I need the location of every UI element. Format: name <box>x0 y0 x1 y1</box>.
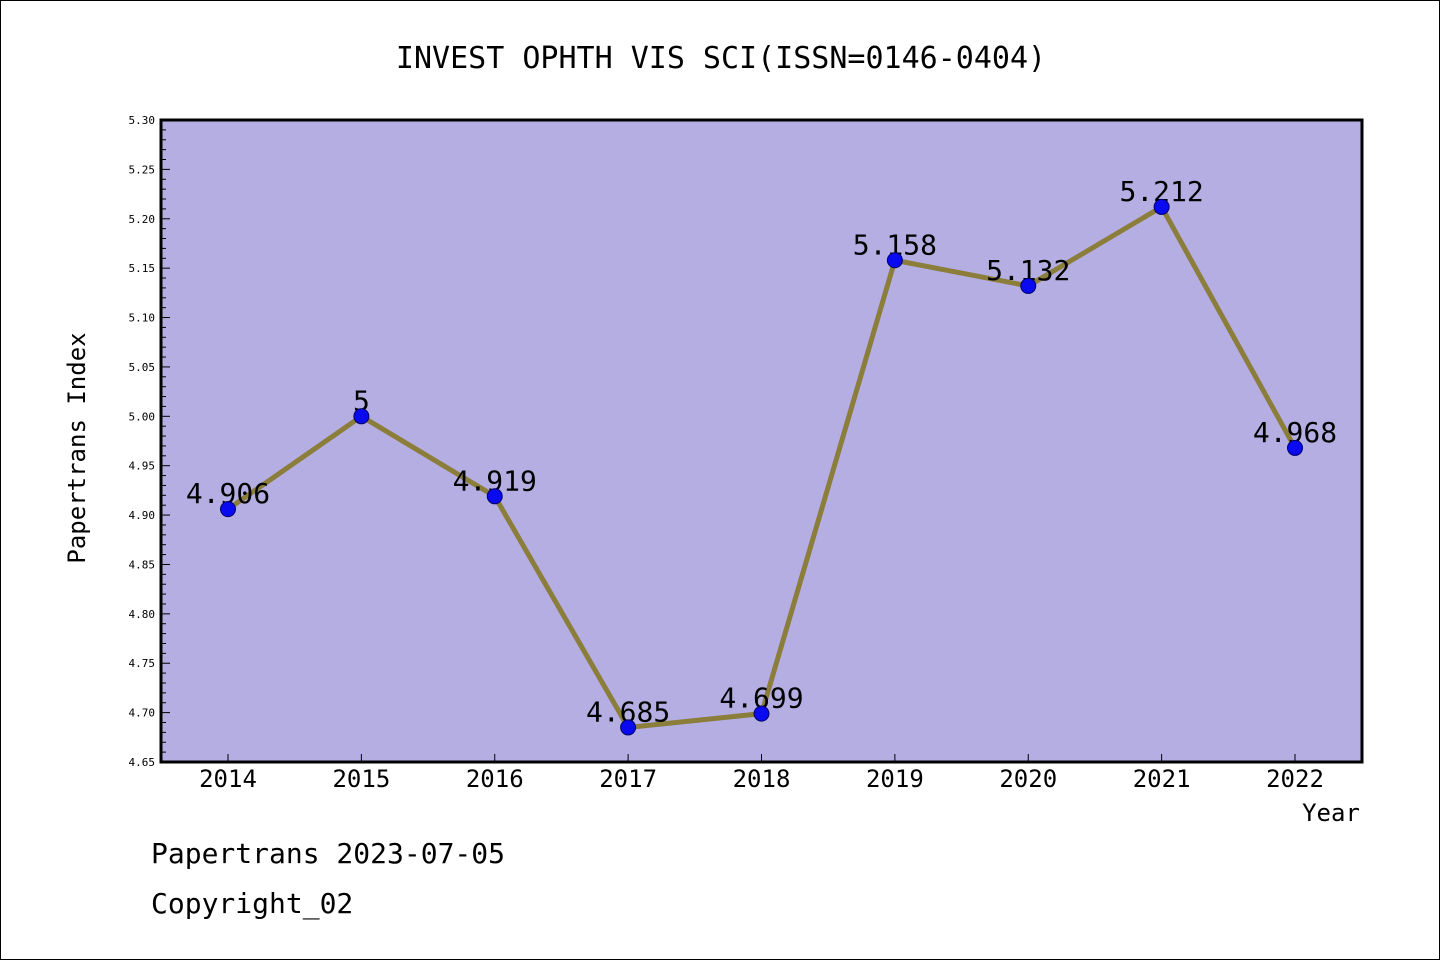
data-point <box>886 252 903 269</box>
x-tick-label: 2016 <box>466 765 524 793</box>
data-point <box>353 408 370 425</box>
y-axis-label: Papertrans Index <box>63 332 91 563</box>
y-tick-label: 4.80 <box>129 608 156 621</box>
y-tick-label: 4.75 <box>129 657 156 670</box>
y-tick-label: 5.20 <box>129 213 156 226</box>
x-tick-label: 2020 <box>999 765 1057 793</box>
y-tick-label: 4.85 <box>129 558 156 571</box>
data-point <box>620 719 637 736</box>
x-tick-label: 2015 <box>332 765 390 793</box>
plot-area <box>161 120 1362 762</box>
y-tick-label: 4.70 <box>129 707 156 720</box>
data-point <box>1153 198 1170 215</box>
data-point <box>753 705 770 722</box>
x-axis-label: Year <box>1302 799 1360 827</box>
y-tick-label: 5.25 <box>129 163 156 176</box>
y-tick-label: 5.30 <box>129 114 156 127</box>
y-tick-label: 5.15 <box>129 262 156 275</box>
plot-border <box>159 118 1364 764</box>
x-tick-label: 2021 <box>1133 765 1191 793</box>
y-tick-label: 5.05 <box>129 361 156 374</box>
y-tick-label: 5.00 <box>129 410 156 423</box>
chart-title: INVEST OPHTH VIS SCI(ISSN=0146-0404) <box>396 41 1046 76</box>
data-point <box>1287 439 1303 456</box>
x-tick-label: 2017 <box>599 765 657 793</box>
y-tick-label: 4.95 <box>129 460 156 473</box>
x-tick-label: 2018 <box>733 765 791 793</box>
footer-copyright: Copyright_02 <box>151 887 354 920</box>
y-tick-label: 5.10 <box>129 312 156 325</box>
x-tick-label: 2022 <box>1266 765 1324 793</box>
data-point <box>486 488 503 505</box>
x-tick-label: 2019 <box>866 765 924 793</box>
data-point <box>220 501 236 518</box>
x-tick-label: 2014 <box>199 765 257 793</box>
data-label: 5 <box>353 384 370 417</box>
footer-date: Papertrans 2023-07-05 <box>151 837 506 870</box>
data-point <box>1020 277 1037 294</box>
y-tick-label: 4.90 <box>129 509 156 522</box>
y-tick-label: 4.65 <box>129 756 156 769</box>
